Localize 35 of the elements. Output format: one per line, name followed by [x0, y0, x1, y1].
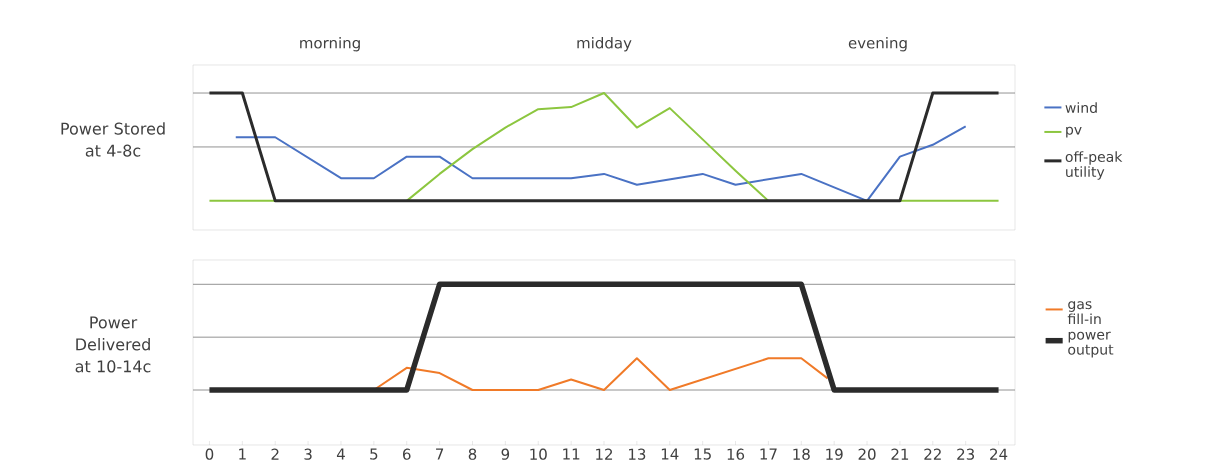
x-tick-label: 4	[336, 448, 345, 460]
text: morning	[300, 36, 360, 52]
x-tick-label: 1	[239, 448, 246, 460]
x-tick-label: 22	[924, 448, 941, 460]
x-tick-label: 11	[563, 448, 580, 460]
y-axis-title: Power Stored at 4-8c	[61, 122, 165, 157]
x-tick-label: 16	[727, 448, 745, 460]
x-tick-label: 5	[370, 448, 378, 460]
legend-label: power output	[1068, 331, 1114, 358]
x-tick-label: 13	[628, 448, 646, 460]
x-tick-label: 19	[826, 448, 843, 460]
text: midday	[577, 36, 632, 52]
x-tick-label: 20	[858, 448, 876, 460]
x-tick-label: 17	[760, 448, 777, 460]
y-axis-title: Power Delivered at 10-14c	[75, 316, 151, 373]
legend-label: pv	[1066, 126, 1082, 138]
x-tick-label: 3	[304, 448, 312, 460]
x-tick-label: 8	[468, 448, 477, 460]
x-tick-label: 15	[694, 448, 711, 460]
x-tick-label: 23	[957, 448, 975, 460]
x-tick-label: 10	[530, 448, 547, 460]
x-tick-label: 7	[436, 448, 444, 460]
x-tick-label: 14	[661, 448, 679, 460]
x-tick-label: 2	[271, 448, 279, 460]
legend-label: wind	[1065, 102, 1097, 114]
x-tick-label: 0	[205, 448, 214, 460]
x-tick-label: 18	[793, 448, 810, 460]
x-tick-label: 21	[891, 448, 909, 460]
text: evening	[848, 36, 907, 52]
x-tick-label: 12	[596, 448, 613, 460]
legend-label: off-peak utility	[1065, 151, 1123, 180]
x-tick-label: 6	[403, 448, 411, 460]
x-tick-label: 9	[501, 448, 510, 460]
legend-label: gas fill-in	[1067, 301, 1101, 325]
x-tick-label: 24	[990, 448, 1008, 460]
